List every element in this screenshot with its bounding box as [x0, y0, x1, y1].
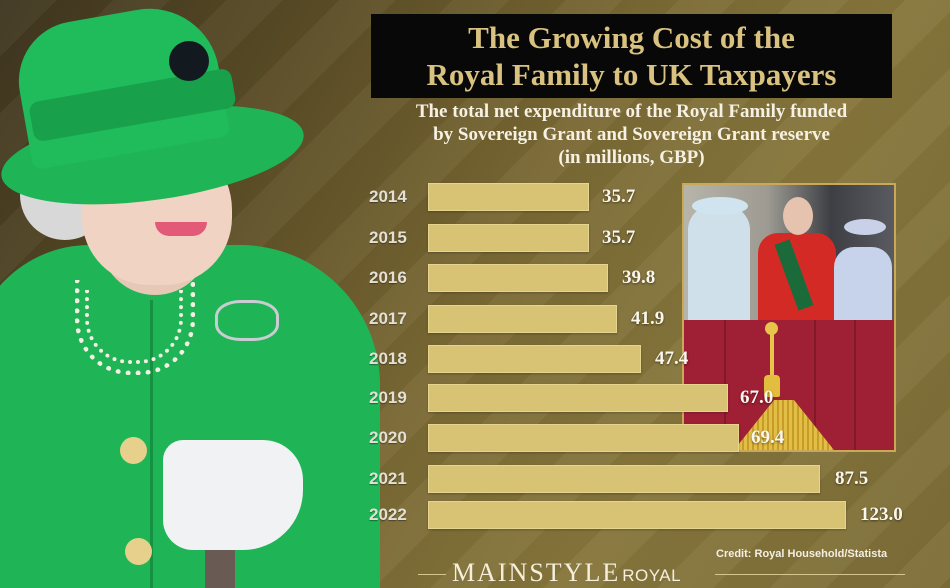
- brand-sub: ROYAL: [622, 566, 682, 585]
- coat-seam: [150, 300, 153, 588]
- bar: [428, 501, 846, 529]
- year-label: 2020: [369, 428, 407, 447]
- gold-tassel: [764, 375, 780, 397]
- drape-fold: [854, 320, 856, 450]
- value-label: 35.7: [602, 227, 636, 248]
- year-label: 2015: [369, 228, 407, 247]
- queen-photo: [0, 0, 385, 588]
- value-label: 123.0: [860, 504, 903, 525]
- person-queen: [834, 247, 892, 322]
- title-line-1: The Growing Cost of the: [468, 20, 795, 55]
- subtitle-line-3: (in millions, GBP): [558, 147, 705, 168]
- year-label: 2018: [369, 349, 407, 368]
- value-label: 47.4: [655, 348, 689, 369]
- drape-fold: [814, 320, 816, 450]
- year-label: 2014: [369, 187, 407, 206]
- bow-brooch: [215, 300, 279, 341]
- year-label: 2019: [369, 388, 407, 407]
- hat: [844, 219, 886, 235]
- value-label: 39.8: [622, 267, 656, 288]
- coat-button: [120, 437, 147, 464]
- year-label: 2016: [369, 268, 407, 287]
- bar: [428, 183, 589, 211]
- divider-line: [715, 574, 905, 575]
- brand-logo: MAINSTYLE ROYAL: [452, 558, 681, 588]
- value-label: 67.0: [740, 387, 774, 408]
- pearl-necklace: [75, 280, 195, 375]
- tassel-cord: [770, 325, 774, 375]
- divider-line: [418, 574, 446, 575]
- subtitle: The total net expenditure of the Royal F…: [371, 100, 892, 169]
- bar: [428, 384, 728, 412]
- value-label: 41.9: [631, 308, 665, 329]
- value-label: 87.5: [835, 468, 869, 489]
- bar: [428, 424, 739, 452]
- pearl-necklace-inner: [85, 290, 183, 364]
- hat-pompom: [169, 41, 209, 81]
- year-label: 2017: [369, 309, 407, 328]
- hat: [692, 197, 748, 215]
- title-line-2: Royal Family to UK Taxpayers: [426, 57, 837, 92]
- year-label: 2022: [369, 505, 407, 524]
- face: [783, 197, 813, 235]
- bar: [428, 305, 617, 333]
- subtitle-line-1: The total net expenditure of the Royal F…: [415, 101, 848, 122]
- value-label: 69.4: [751, 427, 785, 448]
- bar: [428, 465, 820, 493]
- bar: [428, 345, 641, 373]
- title-banner: The Growing Cost of the Royal Family to …: [371, 14, 892, 98]
- bar: [428, 264, 608, 292]
- year-label: 2021: [369, 469, 407, 488]
- subtitle-line-2: by Sovereign Grant and Sovereign Grant r…: [433, 124, 830, 145]
- person-camilla: [688, 205, 750, 320]
- white-glove: [163, 440, 303, 550]
- value-label: 35.7: [602, 186, 636, 207]
- coat-button: [125, 538, 152, 565]
- brand-name: MAINSTYLE: [452, 558, 621, 587]
- tassel-knob: [765, 322, 778, 335]
- lips: [155, 222, 207, 236]
- bar: [428, 224, 589, 252]
- source-credit: Credit: Royal Household/Statista: [716, 548, 888, 560]
